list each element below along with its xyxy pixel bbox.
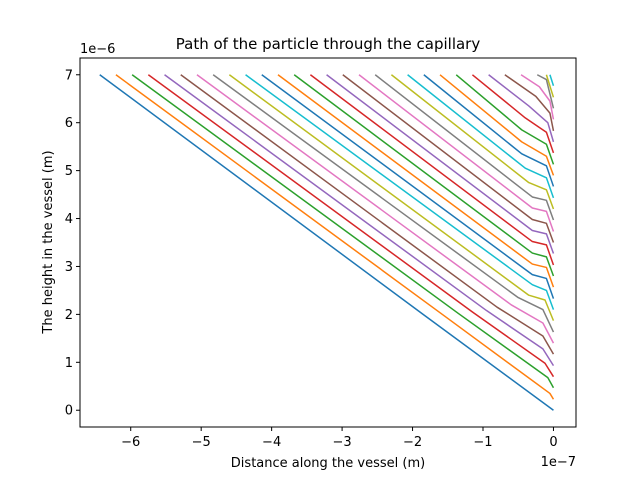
y-tick-label: 6 — [65, 116, 73, 131]
y-tick-label: 4 — [65, 212, 73, 227]
series-line-11 — [277, 74, 555, 288]
x-tick-label: −2 — [403, 435, 422, 450]
chart-title: Path of the particle through the capilla… — [176, 35, 481, 53]
series-line-16 — [358, 74, 555, 232]
series-line-25 — [504, 74, 555, 131]
series-line-26 — [520, 74, 555, 120]
series-line-27 — [536, 74, 555, 109]
series-line-15 — [342, 74, 555, 243]
y-tick-label: 0 — [65, 404, 73, 419]
series-line-12 — [293, 74, 555, 277]
series-line-20 — [423, 74, 555, 187]
x-offset-label: 1e−7 — [541, 455, 576, 470]
series-line-17 — [374, 74, 555, 221]
series-line-14 — [326, 74, 555, 254]
series-line-28 — [545, 74, 555, 98]
y-tick-label: 2 — [65, 308, 73, 323]
y-offset-label: 1e−6 — [80, 42, 115, 57]
series-line-21 — [439, 74, 555, 176]
x-tick-label: −6 — [121, 435, 140, 450]
y-tick-label: 3 — [65, 260, 73, 275]
series-line-3 — [147, 74, 555, 378]
series-line-18 — [390, 74, 555, 210]
x-tick-label: −5 — [192, 435, 211, 450]
series-line-4 — [164, 74, 555, 367]
y-axis-label: The height in the vessel (m) — [41, 150, 56, 334]
series-line-0 — [99, 74, 554, 411]
x-tick-label: 0 — [549, 435, 557, 450]
y-tick-label: 1 — [65, 356, 73, 371]
series-line-24 — [488, 74, 555, 143]
series-line-19 — [407, 74, 555, 199]
series-line-9 — [245, 74, 555, 310]
x-tick-label: −1 — [473, 435, 492, 450]
series-line-29 — [549, 74, 555, 87]
series-line-5 — [180, 74, 555, 355]
x-tick-label: −4 — [262, 435, 281, 450]
ticks-layer: −6 −5 −4 −3 −2 −1 0 0 1 2 3 4 5 6 7 — [65, 68, 558, 450]
series-line-22 — [455, 74, 555, 165]
x-tick-label: −3 — [333, 435, 352, 450]
series-line-10 — [261, 74, 555, 299]
plot-frame — [79, 57, 577, 428]
y-tick-label: 7 — [65, 68, 73, 83]
series-layer — [99, 74, 555, 411]
series-line-7 — [212, 74, 555, 333]
series-line-1 — [115, 74, 555, 400]
y-tick-label: 5 — [65, 164, 73, 179]
series-line-23 — [471, 74, 555, 154]
series-line-8 — [228, 74, 555, 321]
series-line-6 — [196, 74, 555, 344]
series-line-2 — [131, 74, 555, 389]
series-line-13 — [309, 74, 555, 266]
x-axis-label: Distance along the vessel (m) — [231, 456, 425, 471]
